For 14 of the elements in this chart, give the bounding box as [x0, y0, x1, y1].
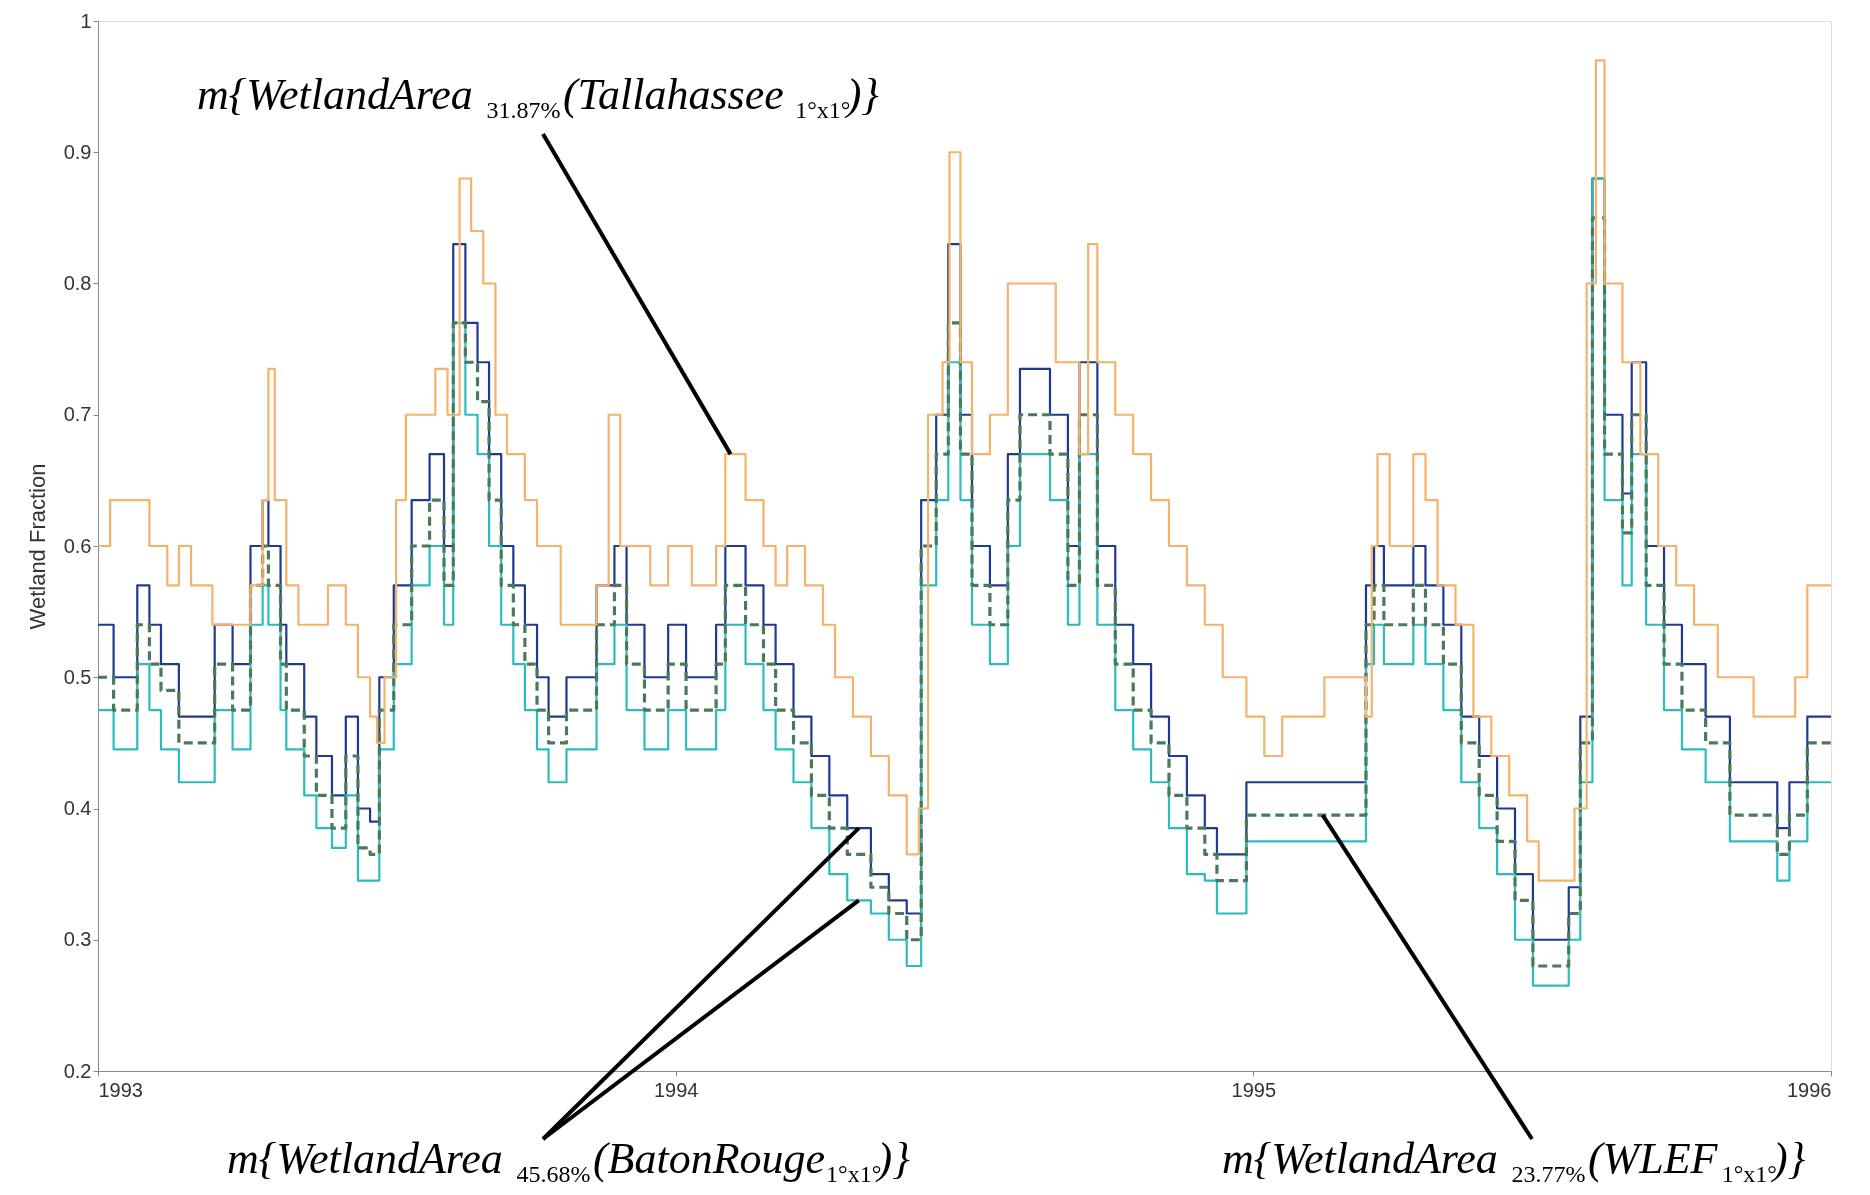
y-tick-label: 0.6 — [63, 534, 92, 557]
y-tick-label: 0.8 — [63, 272, 92, 294]
y-tick-label: 0.4 — [63, 797, 92, 819]
y-tick-label: 0.2 — [63, 1059, 92, 1082]
y-tick-label: 0.5 — [63, 665, 92, 688]
x-tick-label: 1995 — [1231, 1078, 1277, 1101]
x-tick-label: 1996 — [1787, 1078, 1832, 1101]
y-tick-label: 0.7 — [63, 403, 92, 426]
y-tick-label: 0.3 — [63, 928, 92, 951]
x-tick-label: 1993 — [98, 1078, 143, 1101]
y-axis-title: Wetland Fraction — [24, 463, 50, 630]
y-tick-label: 1 — [80, 9, 92, 32]
y-tick-label: 0.9 — [63, 140, 92, 163]
x-tick-label: 1994 — [653, 1078, 699, 1101]
